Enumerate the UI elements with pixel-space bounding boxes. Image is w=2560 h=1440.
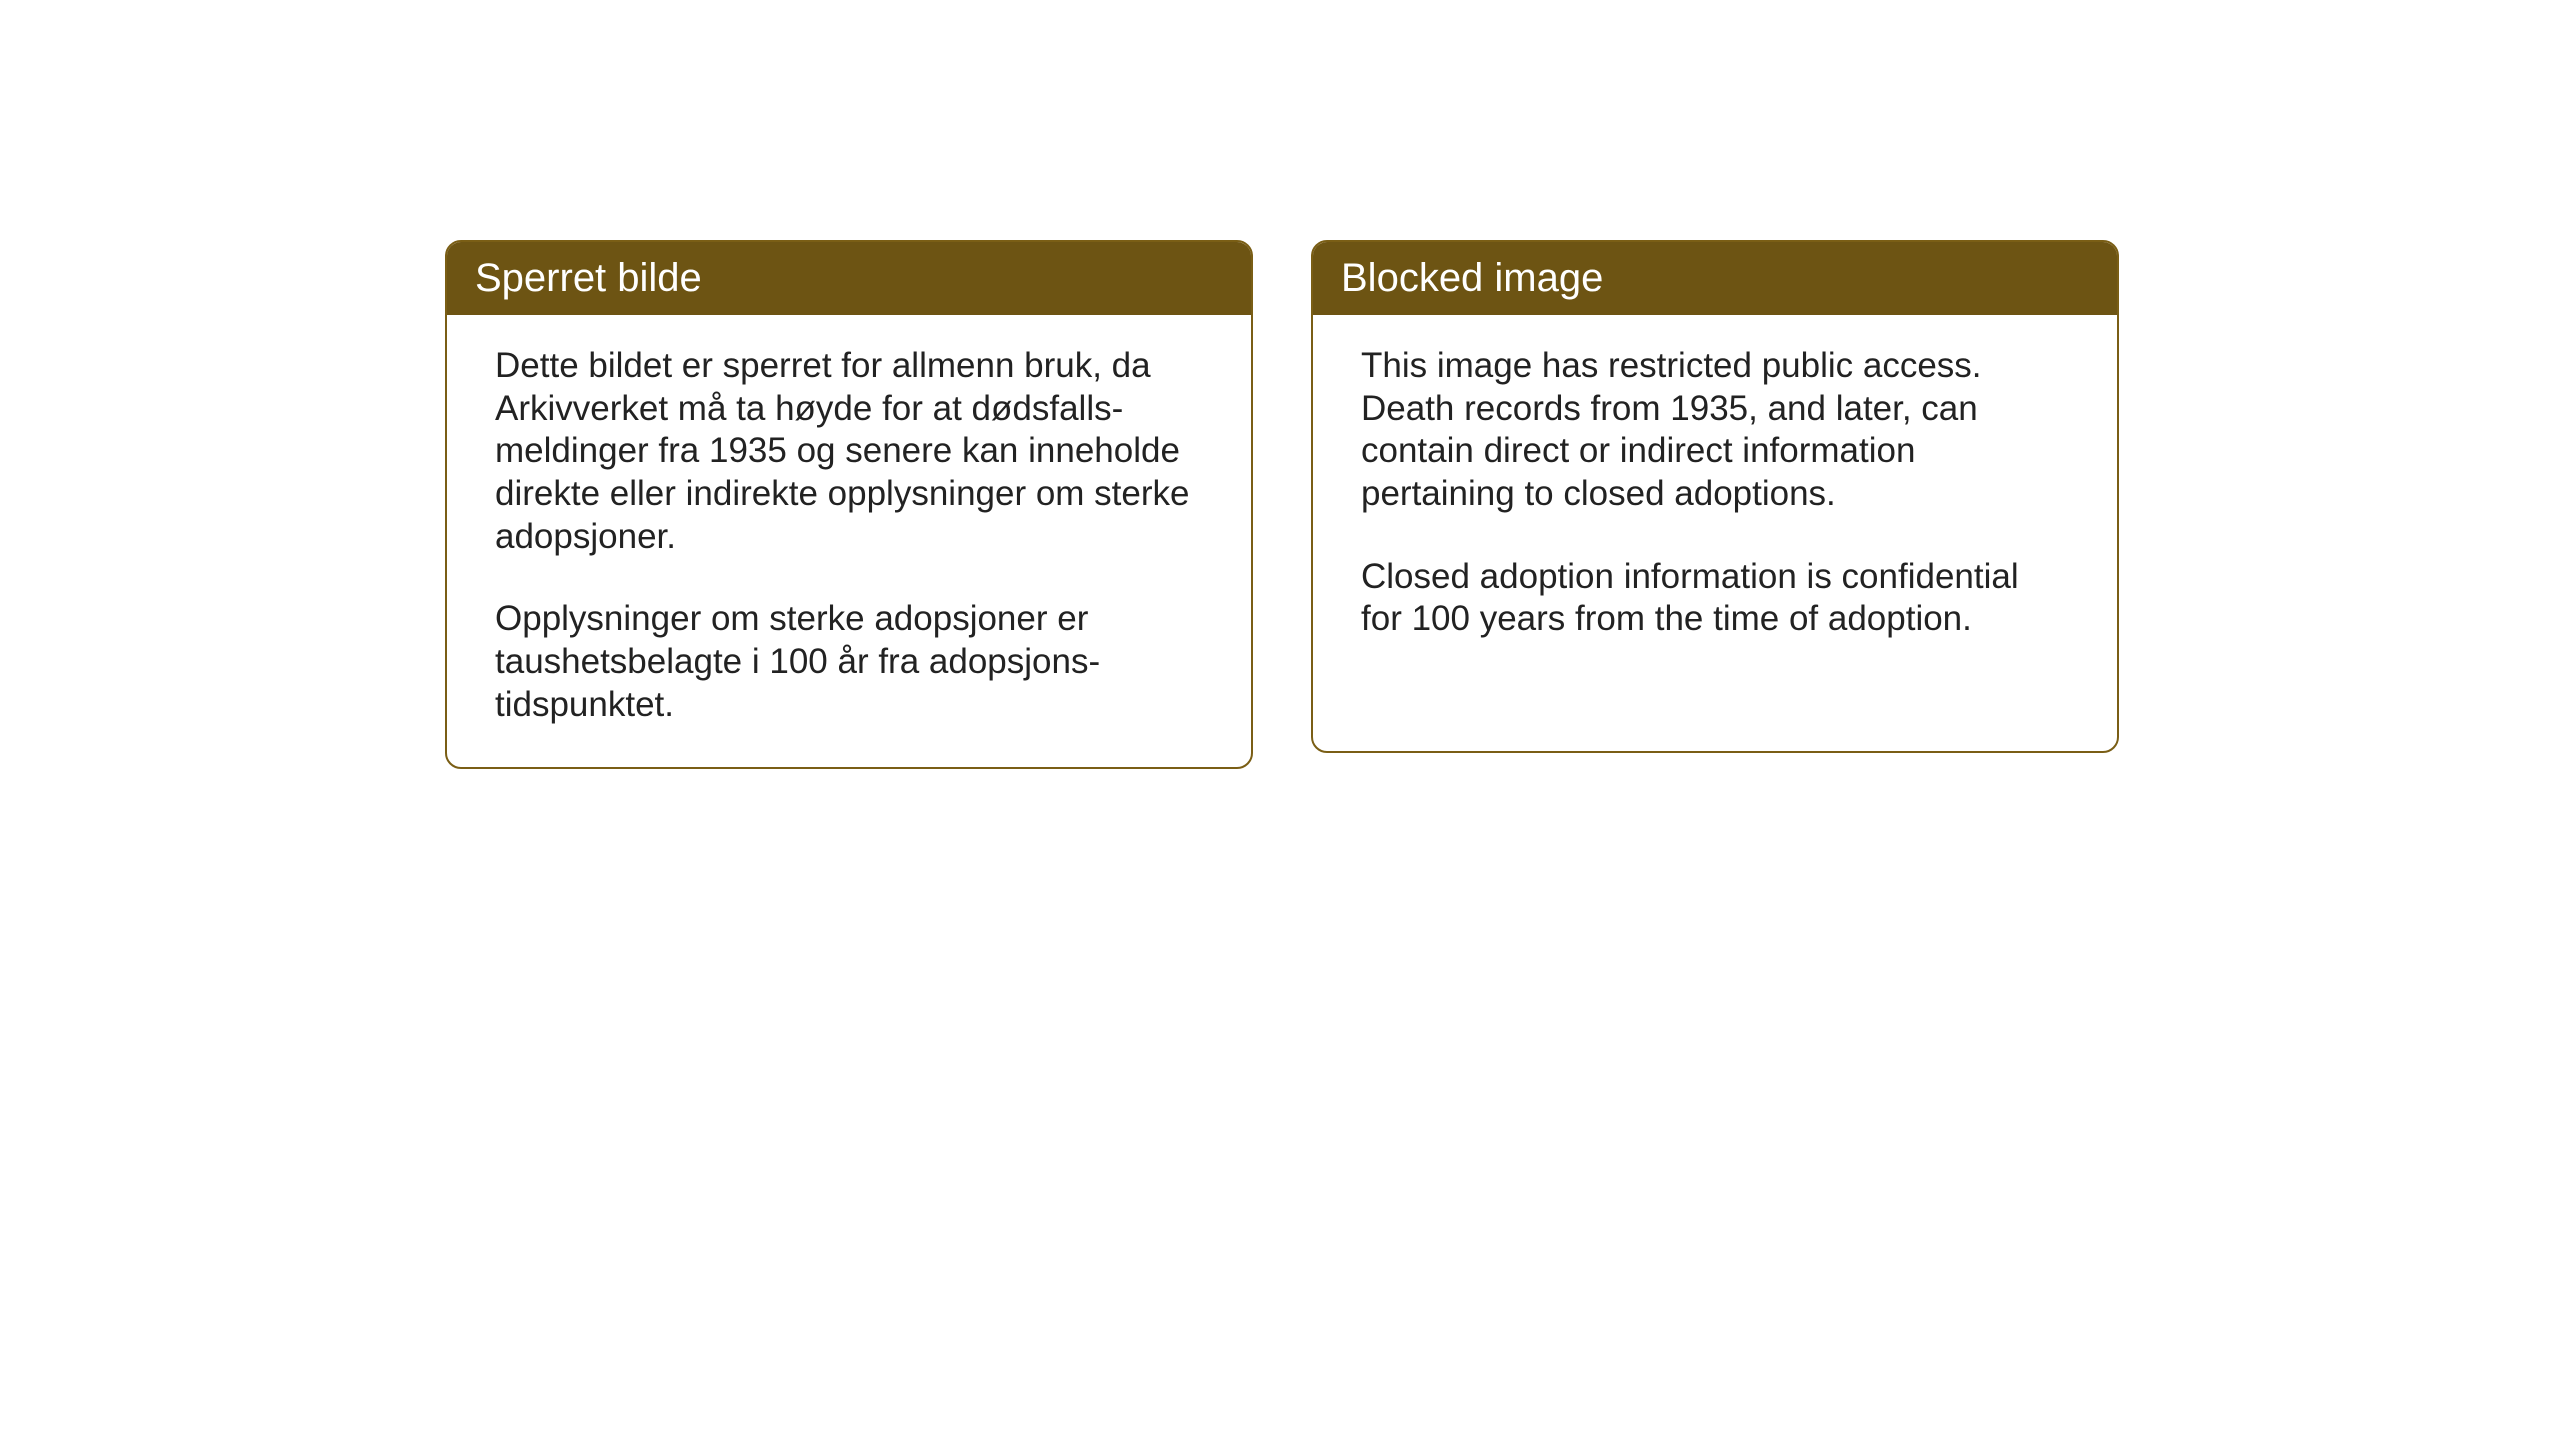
card-header-english: Blocked image <box>1313 242 2117 315</box>
card-paragraph-1-norwegian: Dette bildet er sperret for allmenn bruk… <box>495 345 1203 558</box>
notice-container: Sperret bilde Dette bildet er sperret fo… <box>445 240 2119 769</box>
card-header-norwegian: Sperret bilde <box>447 242 1251 315</box>
card-body-norwegian: Dette bildet er sperret for allmenn bruk… <box>447 315 1251 767</box>
card-title-english: Blocked image <box>1341 256 1603 300</box>
card-paragraph-1-english: This image has restricted public access.… <box>1361 345 2069 516</box>
card-title-norwegian: Sperret bilde <box>475 256 702 300</box>
notice-card-norwegian: Sperret bilde Dette bildet er sperret fo… <box>445 240 1253 769</box>
card-paragraph-2-english: Closed adoption information is confident… <box>1361 556 2069 641</box>
card-paragraph-2-norwegian: Opplysninger om sterke adopsjoner er tau… <box>495 598 1203 726</box>
card-body-english: This image has restricted public access.… <box>1313 315 2117 681</box>
notice-card-english: Blocked image This image has restricted … <box>1311 240 2119 753</box>
